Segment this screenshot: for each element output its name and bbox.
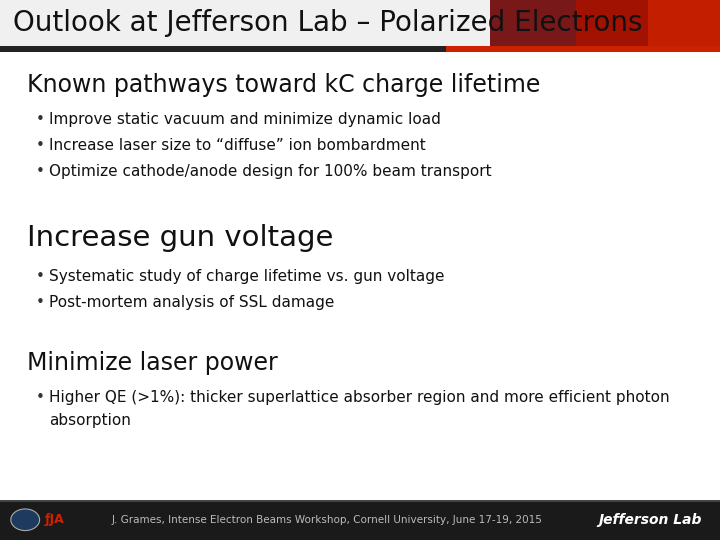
Text: Increase gun voltage: Increase gun voltage (27, 224, 334, 252)
Bar (0, 46, 446, 52)
Text: •: • (36, 295, 45, 310)
Text: •: • (36, 112, 45, 127)
Circle shape (11, 509, 40, 530)
Bar (490, 0, 720, 46)
Text: •: • (36, 269, 45, 284)
Text: Improve static vacuum and minimize dynamic load: Improve static vacuum and minimize dynam… (49, 112, 441, 127)
Text: J. Grames, Intense Electron Beams Workshop, Cornell University, June 17-19, 2015: J. Grames, Intense Electron Beams Worksh… (112, 515, 542, 525)
Bar (0, 500, 720, 540)
Text: Minimize laser power: Minimize laser power (27, 351, 278, 375)
Bar (576, 0, 720, 46)
Bar (0, 46, 720, 500)
Text: •: • (36, 138, 45, 153)
Text: Higher QE (>1%): thicker superlattice absorber region and more efficient photon: Higher QE (>1%): thicker superlattice ab… (49, 390, 670, 405)
Text: Systematic study of charge lifetime vs. gun voltage: Systematic study of charge lifetime vs. … (49, 269, 444, 284)
Bar (446, 46, 720, 52)
Bar (0, 500, 720, 502)
Text: Outlook at Jefferson Lab – Polarized Electrons: Outlook at Jefferson Lab – Polarized Ele… (13, 9, 642, 37)
Text: Known pathways toward kC charge lifetime: Known pathways toward kC charge lifetime (27, 73, 541, 97)
Bar (0, 0, 720, 46)
Text: absorption: absorption (49, 413, 131, 428)
Text: Jefferson Lab: Jefferson Lab (598, 513, 702, 526)
Text: •: • (36, 164, 45, 179)
Bar (648, 0, 720, 46)
Text: Optimize cathode/anode design for 100% beam transport: Optimize cathode/anode design for 100% b… (49, 164, 492, 179)
Text: ƒJA: ƒJA (45, 513, 64, 526)
Text: •: • (36, 390, 45, 405)
Text: Post-mortem analysis of SSL damage: Post-mortem analysis of SSL damage (49, 295, 334, 310)
Text: Increase laser size to “diffuse” ion bombardment: Increase laser size to “diffuse” ion bom… (49, 138, 426, 153)
